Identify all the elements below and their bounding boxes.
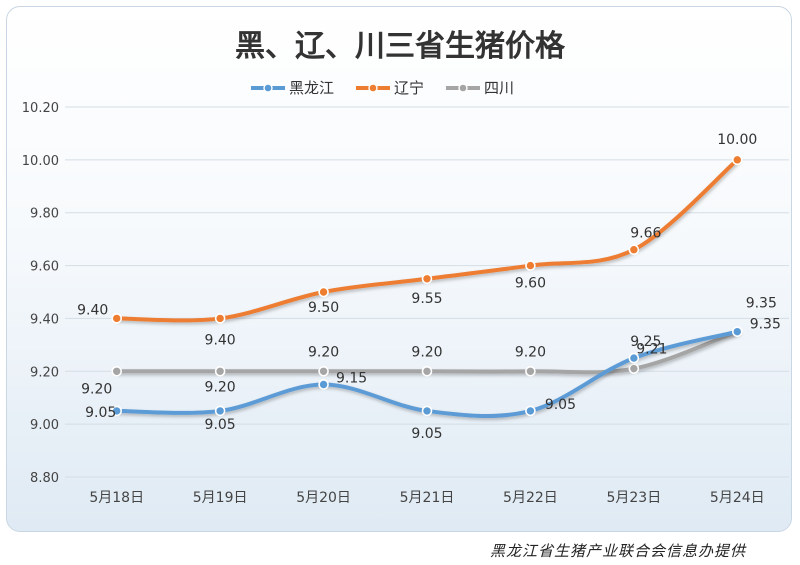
line-chart: 黑、辽、川三省生猪价格 黑龙江 辽宁 四川 8.80 9.00 9.20 9.40 9.60… [22, 29, 789, 506]
x-tick-label: 5月23日 [606, 490, 661, 506]
data-point [318, 365, 329, 377]
data-point [731, 154, 743, 166]
data-label: 9.05 [205, 417, 236, 433]
y-tick-label: 8.80 [30, 471, 59, 486]
data-label: 9.25 [630, 334, 661, 350]
data-point [421, 365, 433, 377]
data-point [214, 313, 226, 324]
data-point [111, 313, 123, 324]
data-label: 9.20 [411, 344, 442, 360]
data-point [731, 326, 743, 337]
chart-title: 黑、辽、川三省生猪价格 [235, 29, 566, 64]
data-point [214, 405, 226, 417]
legend-label: 四川 [484, 79, 514, 97]
data-label: 9.20 [308, 344, 339, 360]
data-point [318, 286, 329, 298]
data-label: 9.66 [630, 226, 661, 242]
data-point [421, 405, 433, 417]
data-point [525, 405, 536, 417]
legend-label: 辽宁 [394, 79, 424, 97]
y-tick-label: 9.40 [30, 312, 59, 327]
chart-panel: 黑、辽、川三省生猪价格 黑龙江 辽宁 四川 8.80 9.00 9.20 9.40 9.60… [6, 6, 792, 532]
data-label: 9.05 [85, 405, 116, 421]
chart-legend: 黑龙江 辽宁 四川 [251, 79, 514, 97]
data-label: 9.35 [746, 296, 777, 312]
y-axis: 8.80 9.00 9.20 9.40 9.60 9.80 10.00 10.20 [22, 101, 59, 486]
y-tick-label: 9.00 [30, 418, 59, 433]
data-label: 9.40 [77, 302, 108, 318]
y-tick-label: 9.20 [30, 365, 59, 380]
data-label: 10.00 [717, 132, 757, 148]
x-tick-label: 5月24日 [710, 490, 765, 506]
x-tick-label: 5月20日 [296, 490, 351, 506]
series-group [111, 154, 743, 418]
data-label: 9.20 [515, 344, 546, 360]
legend-marker [263, 83, 273, 93]
data-point [111, 405, 123, 417]
data-point [628, 244, 640, 256]
data-point [214, 365, 226, 377]
legend-label: 黑龙江 [289, 79, 334, 97]
data-point [421, 273, 433, 285]
data-point [525, 260, 536, 271]
legend-marker [368, 83, 378, 93]
data-label: 9.05 [545, 397, 576, 413]
y-tick-label: 10.00 [22, 154, 59, 169]
data-point [525, 365, 536, 377]
data-label: 9.21 [636, 342, 667, 358]
data-label: 9.20 [205, 379, 236, 395]
source-note: 黑龙江省生猪产业联合会信息办提供 [489, 542, 746, 560]
data-label: 9.40 [205, 332, 236, 348]
y-tick-label: 9.60 [30, 260, 59, 275]
data-label: 9.15 [336, 371, 367, 387]
x-tick-label: 5月22日 [503, 490, 558, 506]
data-label: 9.55 [411, 291, 442, 307]
data-point [111, 365, 123, 377]
data-label: 9.35 [750, 317, 781, 333]
data-label: 9.60 [515, 276, 546, 292]
data-point [628, 352, 640, 364]
x-tick-label: 5月21日 [400, 490, 455, 506]
y-tick-label: 9.80 [30, 207, 59, 222]
data-label: 9.05 [411, 426, 442, 442]
data-labels: 9.05 9.05 9.15 9.05 9.05 9.25 9.35 9.40 9.40 9.50… [77, 132, 781, 442]
data-point [628, 363, 640, 374]
x-tick-label: 5月19日 [193, 490, 248, 506]
data-label: 9.20 [81, 381, 112, 397]
y-tick-label: 10.20 [22, 101, 59, 116]
legend-marker [458, 83, 468, 93]
x-axis: 5月18日 5月19日 5月20日 5月21日 5月22日 5月23日 5月24日 [89, 490, 764, 506]
data-point [318, 379, 329, 390]
x-tick-label: 5月18日 [89, 490, 144, 506]
data-label: 9.50 [308, 300, 339, 316]
